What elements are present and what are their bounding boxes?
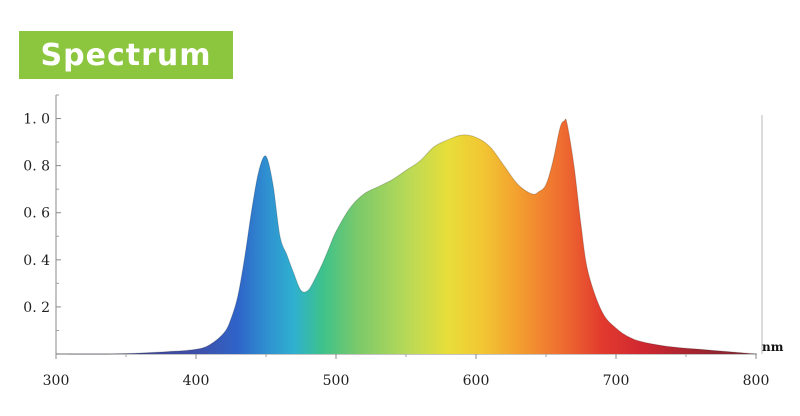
y-tick-label: 0. 2 <box>23 300 50 316</box>
y-tick-label: 1. 0 <box>23 112 50 128</box>
y-tick-label: 0. 6 <box>23 206 50 222</box>
x-axis-ticks: 300 400 500 600 700 800 <box>43 354 770 389</box>
x-tick-label: 400 <box>183 373 210 389</box>
x-tick-label: 500 <box>323 373 350 389</box>
chart-title: Spectrum <box>40 37 212 73</box>
x-tick-label: 700 <box>603 373 630 389</box>
x-tick-label: 600 <box>463 373 490 389</box>
y-tick-label: 0. 8 <box>23 159 50 175</box>
x-axis-unit-label: nm <box>762 340 784 354</box>
y-tick-label: 0. 4 <box>23 253 50 269</box>
spectrum-outline <box>55 118 757 355</box>
title-badge: Spectrum <box>19 31 233 79</box>
x-tick-label: 300 <box>43 373 70 389</box>
x-tick-label: 800 <box>743 373 770 389</box>
y-axis-ticks: 0. 2 0. 4 0. 6 0. 8 1. 0 <box>23 94 61 331</box>
spectrum-area <box>56 118 756 355</box>
